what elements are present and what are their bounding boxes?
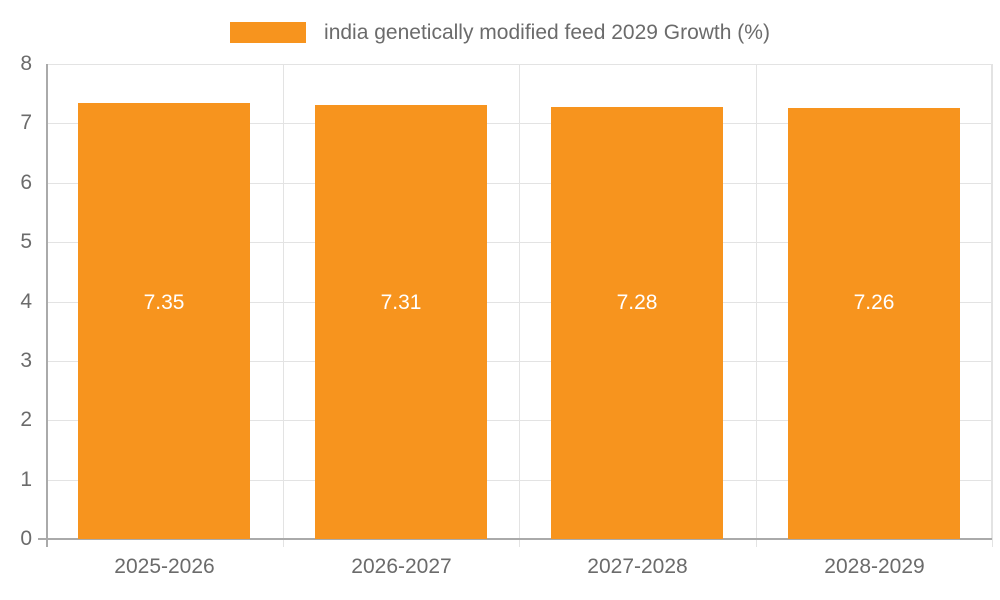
y-axis-tick-label: 6 <box>20 171 32 194</box>
bar[interactable] <box>788 108 960 539</box>
bar-value-label: 7.35 <box>143 291 185 314</box>
x-axis-tick-label: 2025-2026 <box>114 555 215 578</box>
x-axis-tick-label: 2028-2029 <box>824 555 925 578</box>
y-axis-tick-labels: 0 1 2 3 4 5 6 7 8 <box>0 0 38 600</box>
y-axis-tick-label: 0 <box>20 527 32 550</box>
y-axis-tick-label: 1 <box>20 468 32 491</box>
bar[interactable] <box>78 103 250 539</box>
bar-value-label: 7.28 <box>616 291 658 314</box>
gridline-vertical <box>992 64 993 547</box>
y-axis-tick-label: 4 <box>20 290 32 313</box>
bar-value-label: 7.26 <box>853 291 895 314</box>
x-axis-line <box>38 538 992 540</box>
bar[interactable] <box>551 107 723 539</box>
legend-swatch-icon <box>230 21 307 43</box>
chart-legend: india genetically modified feed 2029 Gro… <box>0 14 1000 50</box>
y-axis-tick-label: 5 <box>20 230 32 253</box>
gridline-vertical <box>283 64 284 547</box>
bar-value-label: 7.31 <box>380 291 422 314</box>
bar[interactable] <box>315 105 487 539</box>
gridline-vertical <box>756 64 757 547</box>
legend-item-series-1[interactable]: india genetically modified feed 2029 Gro… <box>230 20 770 44</box>
gridline-vertical <box>519 64 520 547</box>
y-axis-tick-label: 7 <box>20 111 32 134</box>
x-axis-tick-label: 2026-2027 <box>351 555 452 578</box>
x-axis-tick-label: 2027-2028 <box>587 555 688 578</box>
y-axis-tick-label: 8 <box>20 52 32 75</box>
y-axis-tick-label: 3 <box>20 349 32 372</box>
legend-label-series-1: india genetically modified feed 2029 Gro… <box>324 20 770 44</box>
y-axis-tick-label: 2 <box>20 408 32 431</box>
y-axis-line <box>46 64 48 547</box>
